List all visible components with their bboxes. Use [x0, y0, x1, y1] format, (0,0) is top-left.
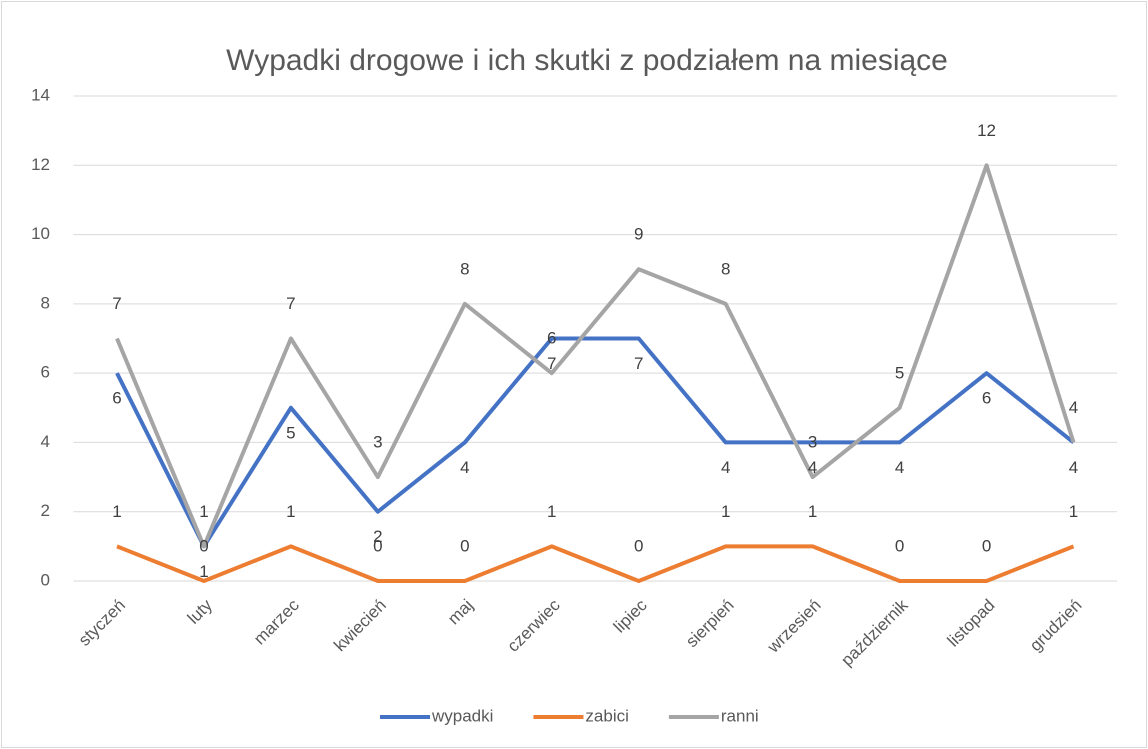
data-label: 6: [982, 389, 991, 408]
y-tick-label: 12: [31, 155, 50, 174]
data-label: 3: [808, 433, 817, 452]
data-label: 1: [547, 502, 556, 521]
data-label: 4: [808, 458, 817, 477]
data-label: 9: [634, 225, 643, 244]
data-label: 8: [460, 259, 469, 278]
data-label: 5: [286, 423, 295, 442]
data-label: 4: [460, 458, 469, 477]
series-line: [115, 163, 1076, 549]
data-label: 4: [721, 458, 730, 477]
data-label: 4: [1069, 458, 1078, 477]
data-label: 1: [721, 502, 730, 521]
y-tick-label: 0: [41, 570, 50, 589]
data-label: 1: [199, 502, 208, 521]
legend-label: zabici: [585, 706, 628, 725]
legend-label: ranni: [721, 706, 759, 725]
data-label: 7: [547, 354, 556, 373]
series-line: [115, 336, 1075, 549]
y-tick-label: 14: [31, 85, 50, 104]
data-label: 0: [199, 536, 208, 555]
data-label: 0: [634, 536, 643, 555]
data-label: 8: [721, 259, 730, 278]
y-tick-label: 10: [31, 224, 50, 243]
y-tick-label: 2: [41, 501, 50, 520]
data-label: 7: [112, 294, 121, 313]
data-label: 0: [460, 536, 469, 555]
data-label: 2: [373, 527, 382, 546]
y-tick-label: 4: [41, 432, 50, 451]
data-label: 6: [112, 389, 121, 408]
data-label: 3: [373, 433, 382, 452]
series-line: [116, 544, 1075, 583]
data-label: 1: [808, 502, 817, 521]
data-label: 4: [1069, 398, 1078, 417]
data-label: 4: [895, 458, 904, 477]
y-tick-label: 6: [41, 363, 50, 382]
legend-label: wypadki: [431, 706, 493, 725]
data-label: 1: [286, 502, 295, 521]
chart-title: Wypadki drogowe i ich skutki z podziałem…: [226, 44, 948, 77]
data-label: 12: [977, 121, 996, 140]
data-label: 7: [634, 354, 643, 373]
data-label: 1: [1069, 502, 1078, 521]
data-label: 6: [547, 329, 556, 348]
y-tick-label: 8: [41, 293, 50, 312]
data-label: 0: [982, 536, 991, 555]
data-label: 0: [895, 536, 904, 555]
data-label: 1: [112, 502, 121, 521]
data-label: 5: [895, 363, 904, 382]
data-label: 0: [373, 536, 382, 555]
data-label: 7: [286, 294, 295, 313]
data-label: 1: [199, 562, 208, 581]
